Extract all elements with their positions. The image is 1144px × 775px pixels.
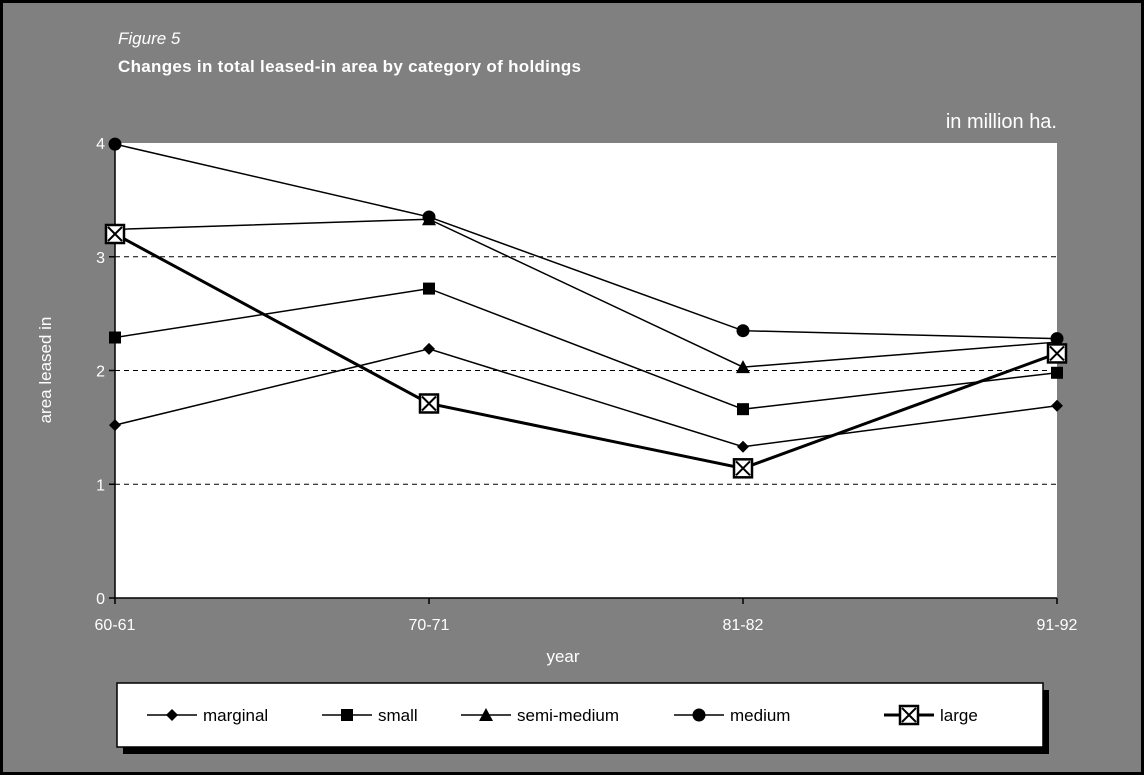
legend-label: marginal (203, 706, 268, 725)
y-axis-title: area leased in (36, 317, 55, 424)
marker-cross (107, 226, 123, 242)
axes (114, 143, 1057, 599)
y-tick-label: 4 (96, 136, 105, 153)
x-axis-title: year (546, 647, 579, 666)
legend-label: large (940, 706, 978, 725)
series-layer (104, 137, 1068, 479)
data-point-semi-medium (736, 360, 750, 374)
x-tick-label: 91-92 (1037, 617, 1078, 634)
data-point-medium (422, 210, 436, 224)
legend-label: small (378, 706, 418, 725)
data-point-small (109, 331, 121, 344)
data-point-small (737, 403, 749, 416)
legend-marker (692, 708, 706, 722)
legend-marker (341, 709, 353, 721)
data-point-marginal (109, 419, 121, 432)
marker-cross (901, 707, 917, 723)
series-line-semi-medium (114, 218, 1058, 368)
gridlines (109, 142, 1057, 599)
legend-item-large: large (884, 704, 978, 726)
figure-label: Figure 5 (118, 29, 181, 48)
data-point-marginal (1051, 399, 1063, 412)
legend-items: marginal small semi-medium medium large (147, 704, 978, 726)
series-line-medium (114, 143, 1058, 340)
data-point-medium (108, 137, 122, 151)
legend-marker (898, 704, 920, 726)
data-point-medium (736, 324, 750, 338)
y-tick-label: 2 (96, 364, 105, 381)
series-line-large (114, 232, 1058, 470)
series-small (109, 282, 1063, 416)
x-tick-label: 70-71 (409, 617, 450, 634)
legend-item-semi-medium: semi-medium (461, 706, 619, 725)
marker-cross (735, 460, 751, 477)
chart-title: Changes in total leased-in area by categ… (118, 57, 581, 76)
series-line-small (114, 287, 1058, 410)
data-point-large (1046, 343, 1068, 364)
legend-marker (166, 709, 178, 721)
series-medium (108, 137, 1064, 346)
legend-label: semi-medium (517, 706, 619, 725)
marker-cross (1049, 345, 1065, 362)
data-point-marginal (423, 342, 435, 355)
data-point-large (418, 393, 440, 414)
data-point-small (423, 282, 435, 295)
y-tick-label: 1 (96, 477, 105, 494)
data-point-large (732, 458, 754, 479)
legend-label: medium (730, 706, 790, 725)
data-point-medium (1050, 332, 1064, 346)
series-large (104, 223, 1068, 479)
legend-item-marginal: marginal (147, 706, 268, 725)
marker-cross (421, 395, 437, 412)
data-point-large (104, 223, 126, 245)
data-point-small (1051, 366, 1063, 379)
legend-item-small: small (322, 706, 418, 725)
y-tick-label: 0 (96, 591, 105, 608)
y-tick-label: 3 (96, 250, 105, 267)
x-tick-label: 81-82 (723, 617, 764, 634)
y-tick-labels: 0 1 2 3 4 (96, 136, 105, 608)
series-line-marginal (114, 348, 1058, 448)
legend-item-medium: medium (674, 706, 790, 725)
data-point-marginal (737, 440, 749, 453)
unit-note: in million ha. (946, 111, 1057, 133)
series-marginal (109, 342, 1063, 453)
x-tick-labels: 60-61 70-71 81-82 91-92 (95, 598, 1078, 634)
legend-marker (479, 708, 493, 721)
x-tick-label: 60-61 (95, 617, 136, 634)
